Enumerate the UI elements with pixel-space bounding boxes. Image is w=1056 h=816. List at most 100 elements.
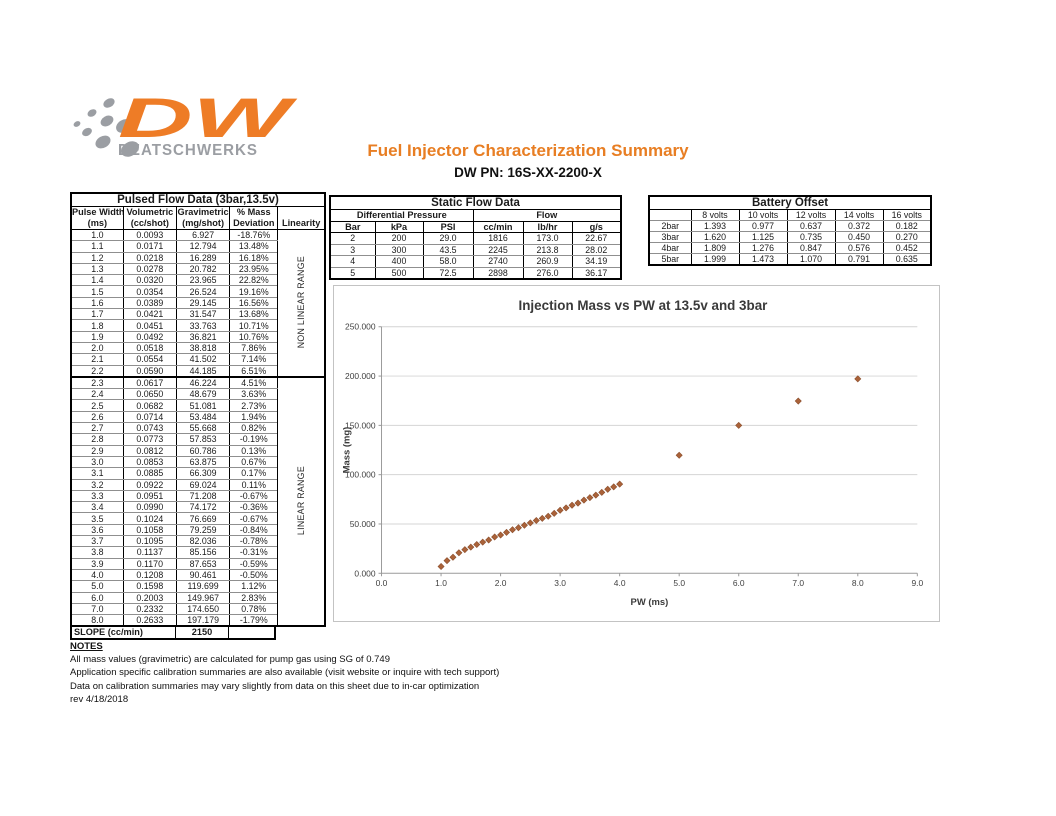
data-point <box>568 501 576 509</box>
table-cell: 500 <box>374 266 424 280</box>
note-line: All mass values (gravimetric) are calcul… <box>70 654 390 666</box>
table-cell: 2.7 <box>70 422 124 435</box>
table-cell: 13.68% <box>229 308 279 321</box>
table-cell: 0.637 <box>786 220 836 232</box>
table-cell: 48.679 <box>175 388 231 401</box>
table-cell: 36.17 <box>571 266 622 280</box>
column-header: Gravimetric (mg/shot) <box>175 206 231 230</box>
table-cell: 1.809 <box>690 242 740 254</box>
table-cell: 1.9 <box>70 330 124 343</box>
table-cell: 79.259 <box>175 523 231 537</box>
table-cell: 1.070 <box>786 253 836 266</box>
table-cell: 34.19 <box>571 255 622 268</box>
deatschwerks-logo: DW DEATSCHWERKS <box>66 86 336 162</box>
table-cell: 22.67 <box>571 232 622 245</box>
table-cell: -0.36% <box>229 501 279 514</box>
data-point <box>497 531 505 539</box>
table-cell: 174.650 <box>175 602 231 616</box>
table-cell: 36.821 <box>175 330 231 343</box>
table-cell: 5 <box>329 266 376 280</box>
table-row: Bar kPa PSI cc/min lb/hr g/s <box>329 220 622 233</box>
table-cell: 0.791 <box>834 253 884 266</box>
table-cell: 6.927 <box>175 228 231 242</box>
table-cell: 276.0 <box>522 266 573 280</box>
table-cell: 173.0 <box>522 232 573 245</box>
table-row: Static Flow Data <box>329 195 622 210</box>
data-point <box>598 488 606 496</box>
pulsed-flow-table: Pulsed Flow Data (3bar,13.5v) Pulse Width… <box>70 192 326 628</box>
data-point <box>562 504 570 512</box>
table-cell: 55.668 <box>175 422 231 435</box>
data-point <box>455 549 463 557</box>
table-cell: 3 <box>329 243 376 256</box>
table-cell: 16.18% <box>229 251 279 264</box>
table-title: Static Flow Data <box>329 195 622 210</box>
table-cell: 0.1058 <box>122 523 177 537</box>
table-cell: 260.9 <box>522 255 573 268</box>
table-row: 3bar 1.620 1.125 0.735 0.450 0.270 <box>648 231 932 243</box>
table-cell: 2.0 <box>70 341 124 355</box>
table-cell: 2740 <box>472 255 524 268</box>
x-tick-label: 0.0 <box>376 578 388 588</box>
column-header: 14 volts <box>834 209 884 221</box>
table-cell: 2.73% <box>229 399 279 412</box>
table-cell: 16.56% <box>229 296 279 310</box>
table-row: 2.7 0.0743 55.668 0.82% <box>70 422 325 435</box>
table-cell: 29.0 <box>422 232 474 245</box>
table-cell: 3.1 <box>70 467 124 480</box>
x-tick-label: 5.0 <box>673 578 685 588</box>
table-cell: 0.0389 <box>122 296 177 310</box>
table-cell: 12.794 <box>175 240 231 253</box>
table-row: 3.3 0.0951 71.208 -0.67% <box>70 489 325 503</box>
data-point <box>586 494 594 502</box>
table-cell: 1.2 <box>70 251 124 264</box>
table-cell: 41.502 <box>175 353 231 366</box>
x-tick-label: 3.0 <box>554 578 566 588</box>
table-cell: 0.1095 <box>122 535 177 548</box>
data-point <box>449 553 457 561</box>
table-cell: 0.0171 <box>122 240 177 253</box>
table-cell: 31.547 <box>175 308 231 321</box>
x-axis-label: PW (ms) <box>631 597 669 608</box>
table-cell: 2.5 <box>70 399 124 412</box>
table-cell: 0.0278 <box>122 262 177 276</box>
x-tick-label: 8.0 <box>852 578 864 588</box>
table-cell: 71.208 <box>175 489 231 503</box>
table-cell: 1.8 <box>70 319 124 332</box>
table-cell: -0.59% <box>229 557 279 570</box>
y-tick-label: 100.000 <box>345 470 376 480</box>
table-cell: 0.78% <box>229 602 279 616</box>
table-cell: 33.763 <box>175 319 231 332</box>
table-cell: 28.02 <box>571 243 622 256</box>
table-cell: 60.786 <box>175 444 231 457</box>
column-header: kPa <box>374 220 424 233</box>
table-cell: 2.8 <box>70 433 124 446</box>
table-cell: 90.461 <box>175 568 231 582</box>
data-point <box>550 509 558 517</box>
data-point <box>479 538 487 546</box>
table-cell: 2.3 <box>70 375 124 390</box>
table-row: 5 500 72.5 2898 276.0 36.17 <box>329 266 622 280</box>
table-cell: 0.372 <box>834 220 884 232</box>
column-header: Bar <box>329 220 376 233</box>
data-point <box>854 375 862 383</box>
table-cell: 400 <box>374 255 424 268</box>
slope-empty-cell <box>229 627 274 638</box>
table-cell: 7.0 <box>70 602 124 616</box>
table-cell: 22.82% <box>229 274 279 287</box>
table-row: 1.0 0.0093 6.927 -18.76% NON LINEAR RANGE <box>70 228 326 378</box>
table-cell: 0.0682 <box>122 399 177 412</box>
table-cell: 0.0990 <box>122 501 177 514</box>
data-point <box>592 491 600 499</box>
table-cell: 5bar <box>648 253 692 266</box>
table-cell: 87.653 <box>175 557 231 570</box>
table-cell: 58.0 <box>422 255 474 268</box>
data-point <box>443 557 451 565</box>
table-cell: 82.036 <box>175 535 231 548</box>
table-cell: 1.999 <box>690 253 740 266</box>
table-cell: 0.270 <box>882 231 932 243</box>
table-cell: 0.67% <box>229 455 279 469</box>
table-cell: 3.4 <box>70 501 124 514</box>
table-cell: 23.965 <box>175 274 231 287</box>
table-row: 2.1 0.0554 41.502 7.14% <box>70 353 325 366</box>
